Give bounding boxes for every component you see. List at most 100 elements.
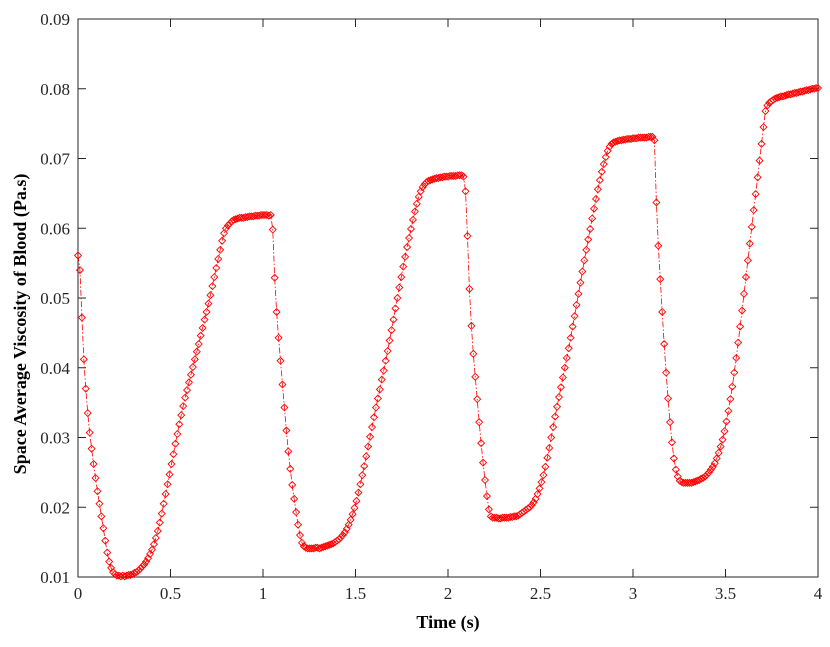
data-point-diamond	[445, 171, 454, 180]
data-point-diamond	[588, 214, 597, 223]
data-point-diamond	[539, 471, 548, 480]
y-axis-label: Space Average Viscosity of Blood (Pa.s)	[10, 174, 31, 475]
data-point-diamond	[321, 542, 330, 551]
data-point-diamond	[467, 321, 476, 330]
data-point-diamond	[190, 355, 199, 364]
data-point-diamond	[362, 452, 371, 461]
data-point-diamond	[732, 353, 741, 363]
data-point-diamond	[360, 462, 369, 471]
data-point-diamond	[812, 84, 821, 93]
data-point-diamond	[206, 291, 215, 300]
data-point-diamond	[157, 509, 166, 518]
data-point-diamond	[712, 454, 721, 463]
data-point-diamond	[208, 282, 217, 291]
data-point-diamond	[601, 153, 610, 162]
data-point-diamond	[303, 544, 312, 553]
data-point-diamond	[373, 394, 382, 403]
x-axis-label: Time (s)	[416, 612, 479, 633]
data-point-diamond	[547, 433, 556, 442]
series-line	[77, 87, 818, 577]
data-point-diamond	[689, 478, 698, 487]
data-point-diamond	[599, 160, 608, 169]
data-point-diamond	[194, 339, 203, 349]
data-point-diamond	[584, 235, 593, 244]
data-point-diamond	[510, 512, 519, 521]
data-point-diamond	[352, 496, 361, 506]
data-point-diamond	[529, 498, 538, 507]
data-point-diamond	[525, 503, 534, 512]
data-point-diamond	[95, 499, 104, 508]
data-point-diamond	[270, 273, 279, 282]
data-point-diamond	[379, 366, 388, 375]
data-point-diamond	[257, 210, 266, 220]
data-point-diamond	[227, 217, 236, 226]
data-point-diamond	[171, 439, 180, 448]
data-point-diamond	[757, 139, 766, 148]
data-point-diamond	[262, 210, 271, 220]
data-point-diamond	[572, 300, 581, 310]
data-point-diamond	[498, 513, 507, 522]
data-point-diamond	[736, 322, 745, 331]
data-point-diamond	[609, 138, 618, 147]
data-point-diamond	[130, 568, 139, 577]
data-point-diamond	[574, 289, 583, 298]
data-point-diamond	[272, 307, 281, 316]
data-point-diamond	[535, 484, 544, 493]
data-point-diamond	[691, 477, 700, 486]
data-point-diamond	[406, 224, 416, 233]
data-point-diamond	[264, 211, 273, 220]
data-point-diamond	[292, 508, 301, 517]
data-point-diamond	[338, 531, 347, 540]
data-point-diamond	[268, 225, 277, 234]
data-point-diamond	[738, 306, 747, 315]
data-point-diamond	[549, 423, 558, 432]
data-point-diamond	[192, 347, 201, 356]
data-point-diamond	[348, 510, 357, 519]
data-point-diamond	[667, 438, 676, 447]
data-point-diamond	[183, 386, 192, 395]
data-point-diamond	[89, 459, 98, 469]
data-point-diamond	[336, 533, 345, 542]
data-point-diamond	[654, 241, 663, 250]
data-point-diamond	[560, 363, 569, 372]
data-point-diamond	[163, 480, 172, 489]
data-point-diamond	[512, 512, 521, 521]
data-point-diamond	[165, 470, 174, 479]
data-point-diamond	[159, 499, 168, 508]
data-point-diamond	[350, 503, 359, 512]
y-tick-label: 0.07	[40, 150, 70, 169]
data-point-diamond	[377, 375, 386, 384]
data-point-diamond	[140, 560, 149, 569]
data-point-diamond	[564, 344, 573, 353]
data-point-diamond	[282, 426, 291, 435]
x-tick-label: 2	[444, 584, 453, 603]
data-point-diamond	[97, 512, 106, 521]
data-point-diamond	[278, 380, 287, 389]
data-point-diamond	[297, 538, 306, 547]
data-point-diamond	[383, 346, 392, 356]
data-point-diamond	[551, 412, 560, 421]
data-point-diamond	[656, 275, 665, 284]
data-point-diamond	[652, 198, 661, 207]
data-point-diamond	[553, 402, 562, 411]
data-point-diamond	[556, 383, 565, 392]
x-tick-label: 3	[629, 584, 638, 603]
data-point-diamond	[276, 356, 285, 365]
data-point-diamond	[453, 171, 462, 180]
data-point-diamond	[424, 176, 433, 185]
data-point-diamond	[751, 190, 760, 199]
data-point-diamond	[155, 518, 164, 527]
data-point-diamond	[173, 429, 182, 439]
data-point-diamond	[533, 489, 542, 499]
data-point-diamond	[290, 494, 299, 503]
data-point-diamond	[734, 338, 743, 347]
data-point-diamond	[340, 528, 349, 537]
data-point-diamond	[591, 194, 601, 203]
data-point-diamond	[366, 432, 375, 441]
data-point-diamond	[412, 199, 421, 208]
data-point-diamond	[405, 233, 414, 243]
data-point-diamond	[212, 263, 221, 273]
data-point-diamond	[128, 570, 137, 579]
data-point-diamond	[169, 450, 178, 459]
data-point-diamond	[665, 418, 675, 427]
